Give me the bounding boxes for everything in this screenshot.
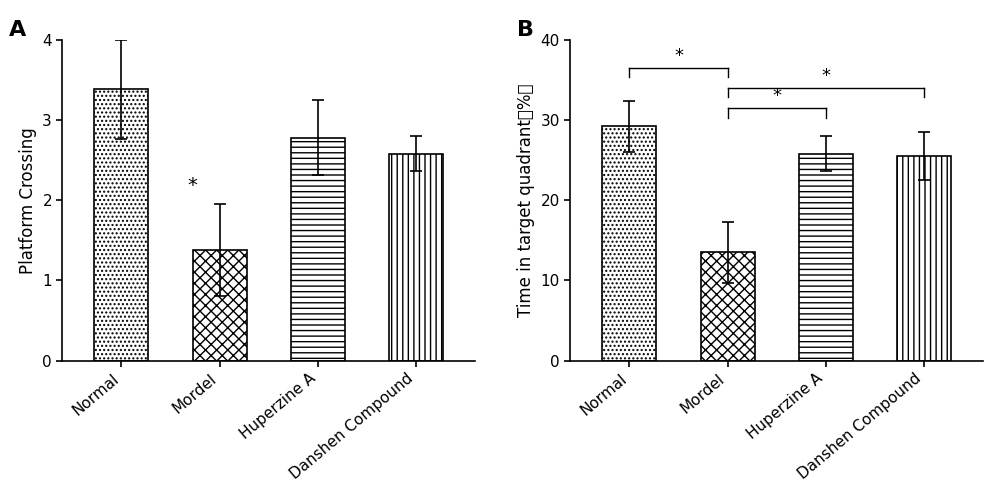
Bar [602,126,656,361]
Bar [897,156,951,361]
Bar [701,252,755,361]
Bar [291,138,345,361]
Y-axis label: Platform Crossing: Platform Crossing [19,127,37,273]
Bar [799,154,853,361]
Bar [389,154,443,361]
Text: *: * [772,87,781,105]
Text: *: * [674,46,683,64]
Bar [94,89,148,361]
Text: *: * [187,176,197,195]
Text: A: A [9,20,26,40]
Y-axis label: Time in target quadrant（%）: Time in target quadrant（%） [517,83,535,317]
Bar [193,250,247,361]
Text: B: B [517,20,534,40]
Text: *: * [822,67,831,85]
